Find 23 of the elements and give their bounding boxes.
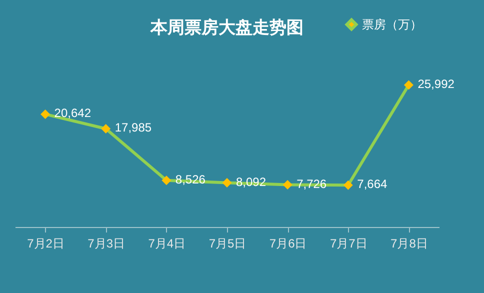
data-label: 8,526 <box>175 172 206 186</box>
x-tick-label: 7月6日 <box>269 236 307 250</box>
point <box>40 109 50 119</box>
data-label: 7,664 <box>357 177 388 192</box>
chart-title: 本周票房大盘走势图 <box>150 18 304 37</box>
data-label: 25,992 <box>418 77 455 91</box>
data-label: 7,726 <box>296 176 327 191</box>
x-tick-label: 7月2日 <box>27 236 64 250</box>
x-tick-label: 7月4日 <box>148 236 186 250</box>
point <box>162 176 172 186</box>
point <box>222 178 232 188</box>
x-tick-label: 7月3日 <box>88 236 126 250</box>
data-label: 8,092 <box>236 174 266 189</box>
legend-label: 票房（万） <box>362 18 422 32</box>
point <box>404 80 414 90</box>
data-label: 20,642 <box>54 106 92 120</box>
data-label: 17,985 <box>114 120 152 135</box>
point <box>282 180 292 190</box>
x-tick-label: 7月8日 <box>390 236 428 250</box>
point <box>101 124 111 134</box>
x-tick-label: 7月5日 <box>208 236 246 250</box>
x-tick-label: 7月7日 <box>330 236 368 250</box>
point <box>343 180 353 190</box>
